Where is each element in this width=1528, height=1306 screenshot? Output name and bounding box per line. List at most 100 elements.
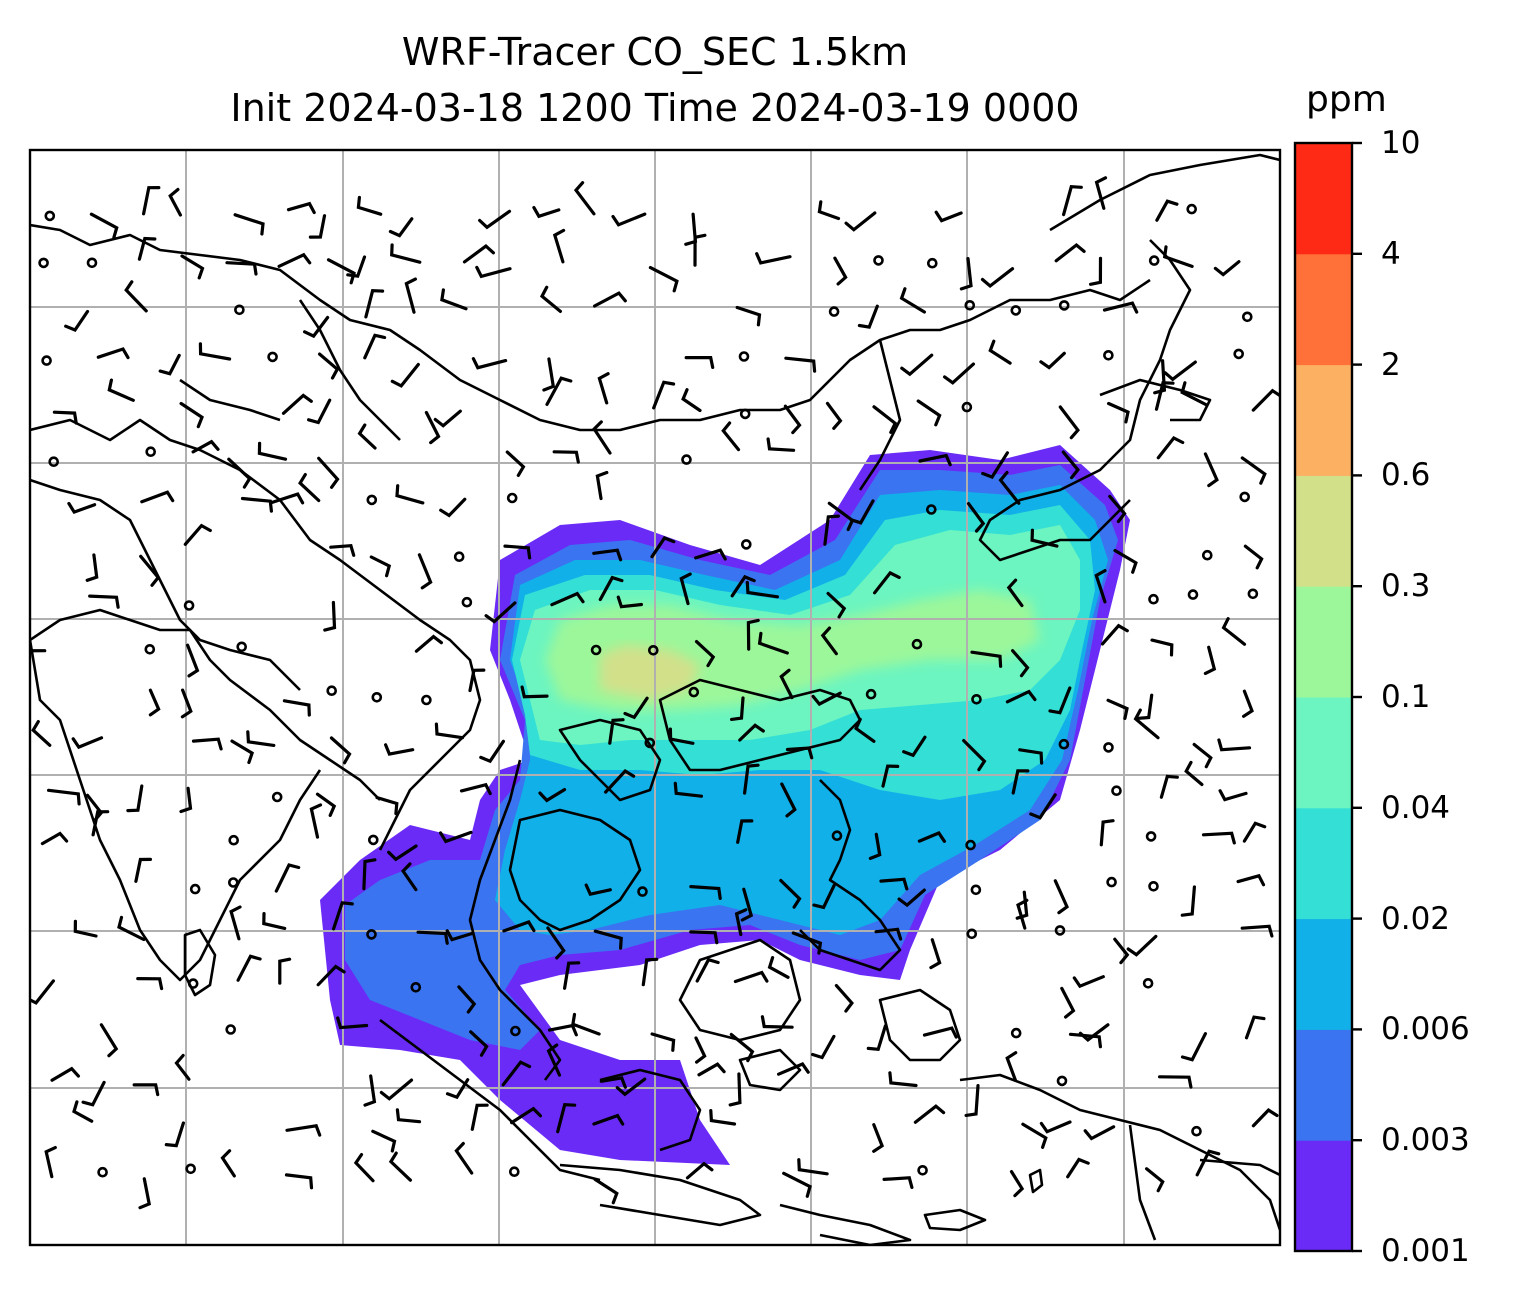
wind-barb <box>592 548 623 562</box>
wind-barb <box>571 1012 601 1036</box>
wind-barb <box>694 640 716 668</box>
wind-barb <box>434 722 465 740</box>
wind-barb <box>734 908 748 937</box>
calm-wind-circle <box>41 355 52 366</box>
calm-wind-circle <box>367 834 379 846</box>
calm-wind-circle <box>1148 593 1159 605</box>
wind-barb <box>1203 452 1219 488</box>
wind-barb <box>902 735 927 758</box>
calm-wind-circle <box>739 408 751 420</box>
wind-barb <box>379 1078 414 1101</box>
wind-barb <box>502 920 536 933</box>
wind-barb <box>329 736 352 765</box>
wind-barb <box>346 255 367 278</box>
wind-barb <box>142 186 161 216</box>
wind-barb <box>757 631 789 655</box>
wind-barb <box>641 957 659 987</box>
wind-barb <box>1066 1157 1090 1179</box>
wind-barb <box>1192 742 1213 769</box>
calm-wind-circle <box>828 306 840 317</box>
calm-wind-circle <box>236 641 247 653</box>
calm-wind-circle <box>1187 589 1199 600</box>
wind-barb <box>879 877 909 891</box>
colorbar-segment <box>1295 1029 1352 1141</box>
wind-barb <box>67 501 97 515</box>
wind-barb <box>468 668 486 693</box>
wind-barb <box>538 788 567 803</box>
wind-barb <box>126 784 144 813</box>
wind-barb <box>1133 708 1160 740</box>
calm-wind-circle <box>1247 588 1259 600</box>
calm-wind-circle <box>1103 349 1114 361</box>
wind-barb <box>424 410 441 445</box>
wind-barb <box>1218 789 1248 802</box>
wind-barb <box>934 210 963 223</box>
calm-wind-circle <box>44 210 56 222</box>
wind-barb <box>593 291 627 308</box>
wind-barb <box>72 1100 94 1123</box>
calm-wind-circle <box>1142 977 1154 989</box>
wind-barb <box>681 388 702 413</box>
wind-barb <box>1083 1125 1116 1141</box>
calm-wind-circle <box>1106 876 1117 888</box>
wind-barb <box>598 575 624 602</box>
wind-barb <box>510 1106 542 1125</box>
calm-wind-circle <box>1111 785 1122 797</box>
wind-barb <box>459 782 492 796</box>
colorbar-segment <box>1295 586 1352 698</box>
wind-barb <box>1137 693 1154 720</box>
calm-wind-circle <box>506 492 518 504</box>
calm-wind-circle <box>366 494 378 506</box>
wind-barb <box>225 261 258 276</box>
wind-barb <box>439 497 467 518</box>
wind-barb <box>505 450 526 477</box>
calm-wind-circle <box>965 839 976 851</box>
calm-wind-circle <box>1056 1075 1068 1087</box>
colorbar-segment <box>1295 697 1352 809</box>
wind-barb <box>1180 885 1196 917</box>
wind-barb <box>303 315 330 339</box>
wind-barb <box>1107 401 1130 424</box>
wind-barb <box>281 393 313 415</box>
coastlines <box>30 153 1280 1245</box>
wind-barb <box>1180 1032 1207 1062</box>
wind-barb <box>318 352 340 380</box>
wind-barb <box>246 730 276 747</box>
calm-wind-circle <box>738 351 750 362</box>
wind-barb <box>1145 1167 1165 1193</box>
wind-barb <box>174 1053 191 1081</box>
calm-wind-circle <box>1242 311 1253 323</box>
wind-barb <box>44 1146 57 1179</box>
wind-barb <box>191 737 223 751</box>
wind-barb <box>198 342 232 361</box>
calm-wind-circle <box>1145 831 1157 842</box>
wind-barb <box>959 257 973 291</box>
calm-wind-circle <box>961 401 973 413</box>
wind-barb <box>834 984 854 1013</box>
wind-barb <box>257 441 288 461</box>
wind-barb <box>966 502 986 533</box>
wind-barb <box>233 213 265 236</box>
wind-barb <box>124 280 148 313</box>
calm-wind-circle <box>925 504 937 515</box>
calm-wind-circle <box>911 638 923 650</box>
wind-barb <box>872 1123 885 1153</box>
wind-barb <box>81 1080 106 1107</box>
calm-wind-circle <box>831 830 843 842</box>
wind-barb <box>689 930 719 945</box>
wind-barb <box>1078 1023 1110 1042</box>
wind-barb <box>1009 1170 1025 1198</box>
calm-wind-circle <box>1010 1027 1022 1039</box>
map-title-line1: WRF-Tracer CO_SEC 1.5km <box>401 30 909 74</box>
wind-barb <box>164 1121 185 1148</box>
wind-barb <box>316 964 346 987</box>
wind-barb <box>1244 1015 1266 1040</box>
wind-barb <box>278 957 292 985</box>
wind-barb <box>573 181 596 216</box>
wind-barb <box>227 457 252 489</box>
wind-barb <box>47 788 81 806</box>
wind-barb <box>414 634 443 653</box>
calm-wind-circle <box>1103 742 1114 753</box>
wind-barb <box>673 781 703 798</box>
